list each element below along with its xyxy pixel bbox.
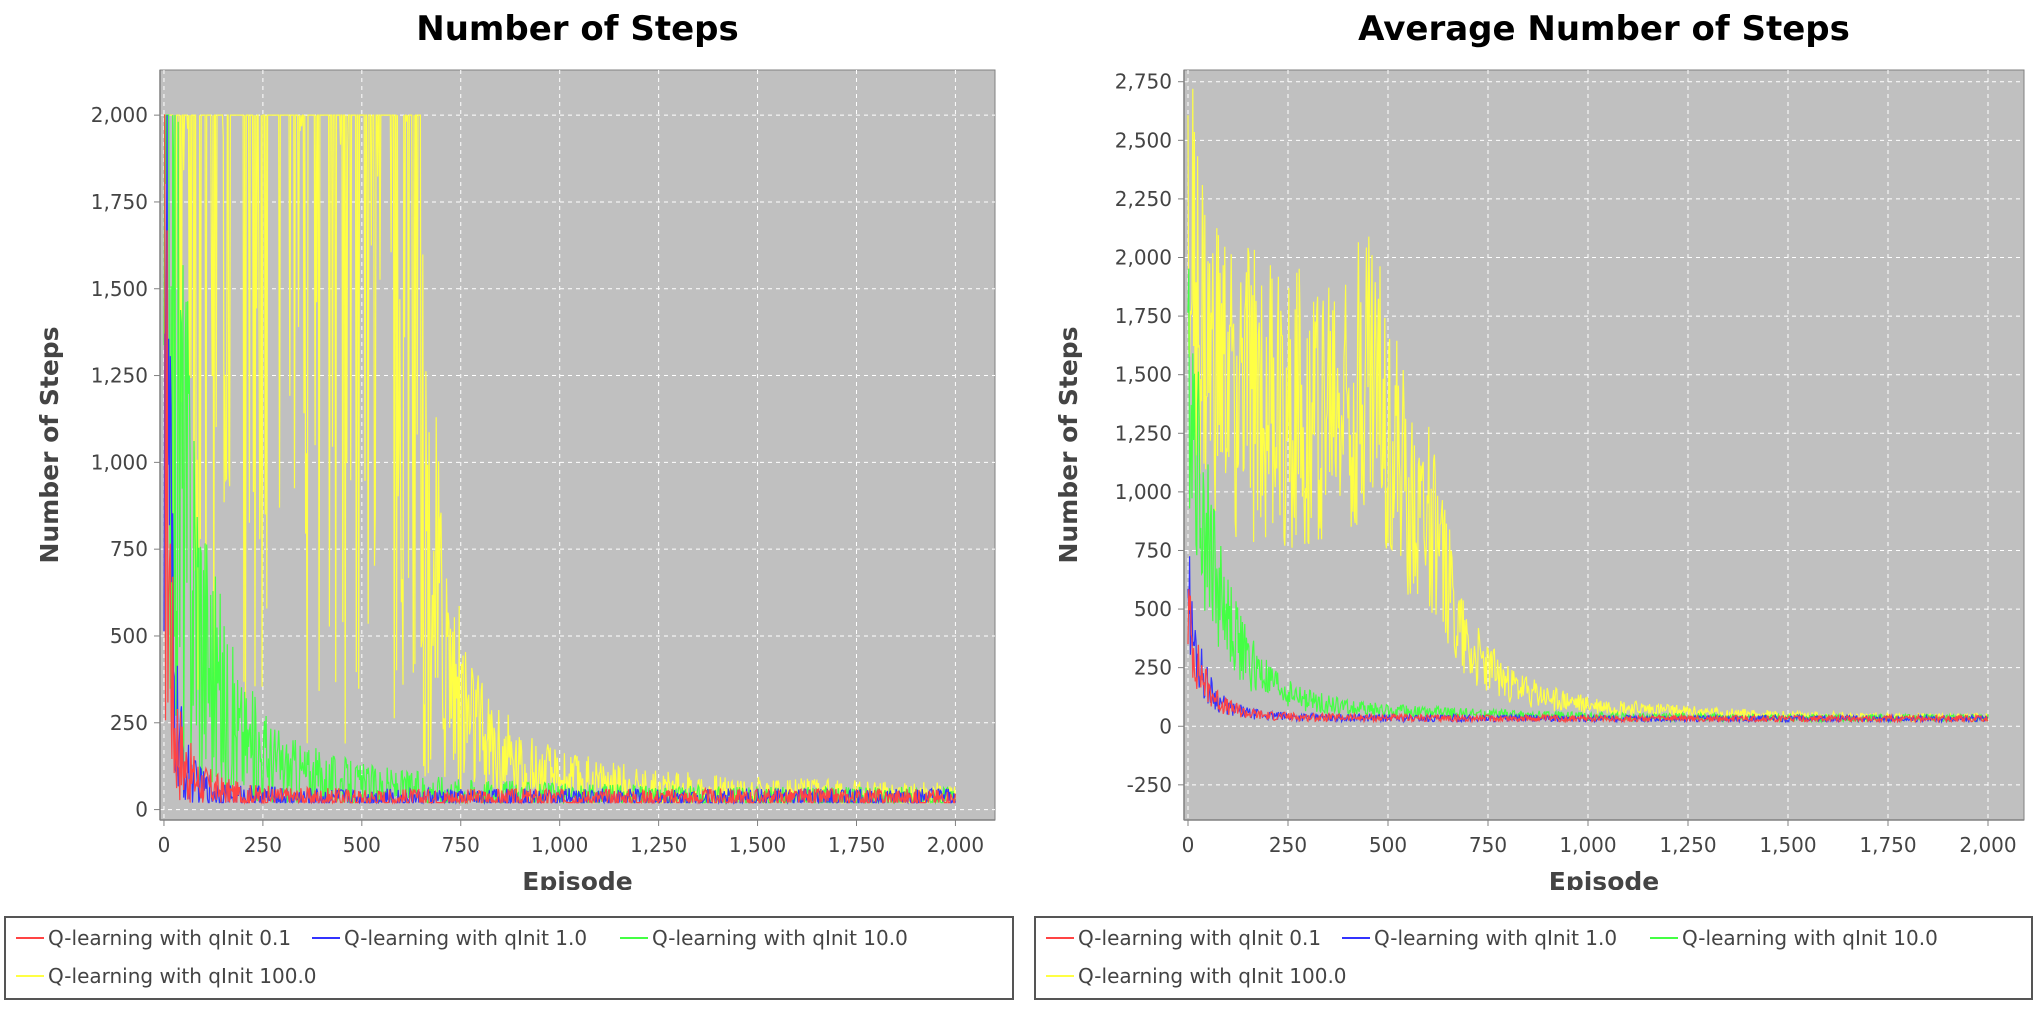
y-tick-label: 1,500 bbox=[1115, 363, 1172, 387]
x-tick-label: 1,000 bbox=[1559, 833, 1616, 857]
y-tick-label: 750 bbox=[1134, 538, 1172, 562]
x-tick-label: 2,000 bbox=[927, 833, 984, 857]
legend-swatch bbox=[620, 937, 648, 939]
legend-swatch bbox=[16, 975, 44, 977]
x-tick-label: 1,500 bbox=[1759, 833, 1816, 857]
legend-swatch bbox=[312, 937, 340, 939]
legend-swatch bbox=[1342, 937, 1370, 939]
x-tick-label: 1,500 bbox=[729, 833, 786, 857]
x-tick-label: 500 bbox=[343, 833, 381, 857]
y-tick-label: -250 bbox=[1127, 773, 1172, 797]
legend-swatch bbox=[1046, 937, 1074, 939]
legend-item: Q-learning with qInit 1.0 bbox=[1342, 926, 1617, 950]
y-tick-label: 2,500 bbox=[1115, 128, 1172, 152]
chart-title: Average Number of Steps bbox=[1358, 9, 1850, 49]
y-tick-label: 1,750 bbox=[91, 190, 148, 214]
legend-label: Q-learning with qInit 0.1 bbox=[1078, 926, 1322, 950]
x-tick-label: 1,250 bbox=[630, 833, 687, 857]
legend-item: Q-learning with qInit 1.0 bbox=[312, 926, 587, 950]
legend-item: Q-learning with qInit 100.0 bbox=[1046, 964, 1347, 988]
y-tick-label: 1,000 bbox=[91, 450, 148, 474]
x-axis-label: Episode bbox=[522, 867, 632, 890]
x-tick-label: 2,000 bbox=[1959, 833, 2016, 857]
legend-item: Q-learning with qInit 0.1 bbox=[16, 926, 291, 950]
legend-item: Q-learning with qInit 100.0 bbox=[16, 964, 317, 988]
y-tick-label: 1,250 bbox=[91, 364, 148, 388]
legend-label: Q-learning with qInit 0.1 bbox=[48, 926, 292, 950]
x-axis-label: Episode bbox=[1549, 867, 1659, 890]
right-chart-svg: Average Number of Steps -250 0 250 500 750 1,0… bbox=[1054, 9, 2025, 890]
plot-area bbox=[159, 69, 996, 821]
legend-label: Q-learning with qInit 10.0 bbox=[652, 926, 908, 950]
legend-label: Q-learning with qInit 1.0 bbox=[344, 926, 588, 950]
y-tick-label: 1,250 bbox=[1115, 421, 1172, 445]
y-axis-label: Number of Steps bbox=[1054, 326, 1083, 563]
legend-item: Q-learning with qInit 0.1 bbox=[1046, 926, 1321, 950]
legend-label: Q-learning with qInit 100.0 bbox=[48, 964, 317, 988]
right-chart-panel: Average Number of Steps -250 0 250 500 750 1,0… bbox=[1019, 0, 2038, 1014]
x-tick-label: 0 bbox=[1182, 833, 1195, 857]
x-tick-label: 1,000 bbox=[531, 833, 588, 857]
x-tick-label: 1,750 bbox=[828, 833, 885, 857]
y-tick-label: 250 bbox=[110, 711, 148, 735]
x-tick-label: 1,750 bbox=[1859, 833, 1916, 857]
legend-swatch bbox=[1650, 937, 1678, 939]
y-tick-label: 500 bbox=[1134, 597, 1172, 621]
x-tick-label: 1,250 bbox=[1659, 833, 1716, 857]
y-axis-label: Number of Steps bbox=[35, 326, 64, 563]
series-group bbox=[1187, 88, 1989, 724]
legend-swatch bbox=[16, 937, 44, 939]
y-tick-label: 1,750 bbox=[1115, 304, 1172, 328]
plot-area bbox=[1183, 69, 2025, 821]
x-tick-label: 250 bbox=[244, 833, 282, 857]
x-tick-label: 750 bbox=[442, 833, 480, 857]
y-tick-label: 0 bbox=[135, 798, 148, 822]
y-tick-label: 750 bbox=[110, 537, 148, 561]
left-legend: Q-learning with qInit 0.1 Q-learning wit… bbox=[4, 916, 1014, 1000]
x-tick-label: 750 bbox=[1469, 833, 1507, 857]
y-tick-label: 2,750 bbox=[1115, 70, 1172, 94]
right-legend: Q-learning with qInit 0.1 Q-learning wit… bbox=[1034, 916, 2033, 1000]
y-tick-label: 250 bbox=[1134, 656, 1172, 680]
y-tick-label: 500 bbox=[110, 624, 148, 648]
left-chart-panel: Number of Steps 0 250 500 750 1,000 1,250 1,500… bbox=[4, 9, 1014, 1000]
left-chart-svg: Number of Steps 0 250 500 750 1,000 1,250 1,500… bbox=[35, 9, 996, 890]
y-tick-label: 2,000 bbox=[1115, 246, 1172, 270]
chart-title: Number of Steps bbox=[416, 9, 738, 49]
legend-label: Q-learning with qInit 10.0 bbox=[1682, 926, 1938, 950]
series-line bbox=[1187, 589, 1989, 724]
legend-item: Q-learning with qInit 10.0 bbox=[620, 926, 908, 950]
x-tick-label: 250 bbox=[1269, 833, 1307, 857]
legend-swatch bbox=[1046, 975, 1074, 977]
series-line bbox=[164, 114, 956, 805]
y-tick-label: 1,000 bbox=[1115, 480, 1172, 504]
y-tick-label: 1,500 bbox=[91, 277, 148, 301]
y-tick-label: 0 bbox=[1159, 714, 1172, 738]
legend-label: Q-learning with qInit 100.0 bbox=[1078, 964, 1347, 988]
y-tick-label: 2,000 bbox=[91, 103, 148, 127]
x-tick-label: 500 bbox=[1369, 833, 1407, 857]
legend-item: Q-learning with qInit 10.0 bbox=[1650, 926, 1938, 950]
x-tick-label: 0 bbox=[158, 833, 171, 857]
y-tick-label: 2,250 bbox=[1115, 187, 1172, 211]
legend-label: Q-learning with qInit 1.0 bbox=[1374, 926, 1618, 950]
series-group bbox=[163, 114, 956, 805]
